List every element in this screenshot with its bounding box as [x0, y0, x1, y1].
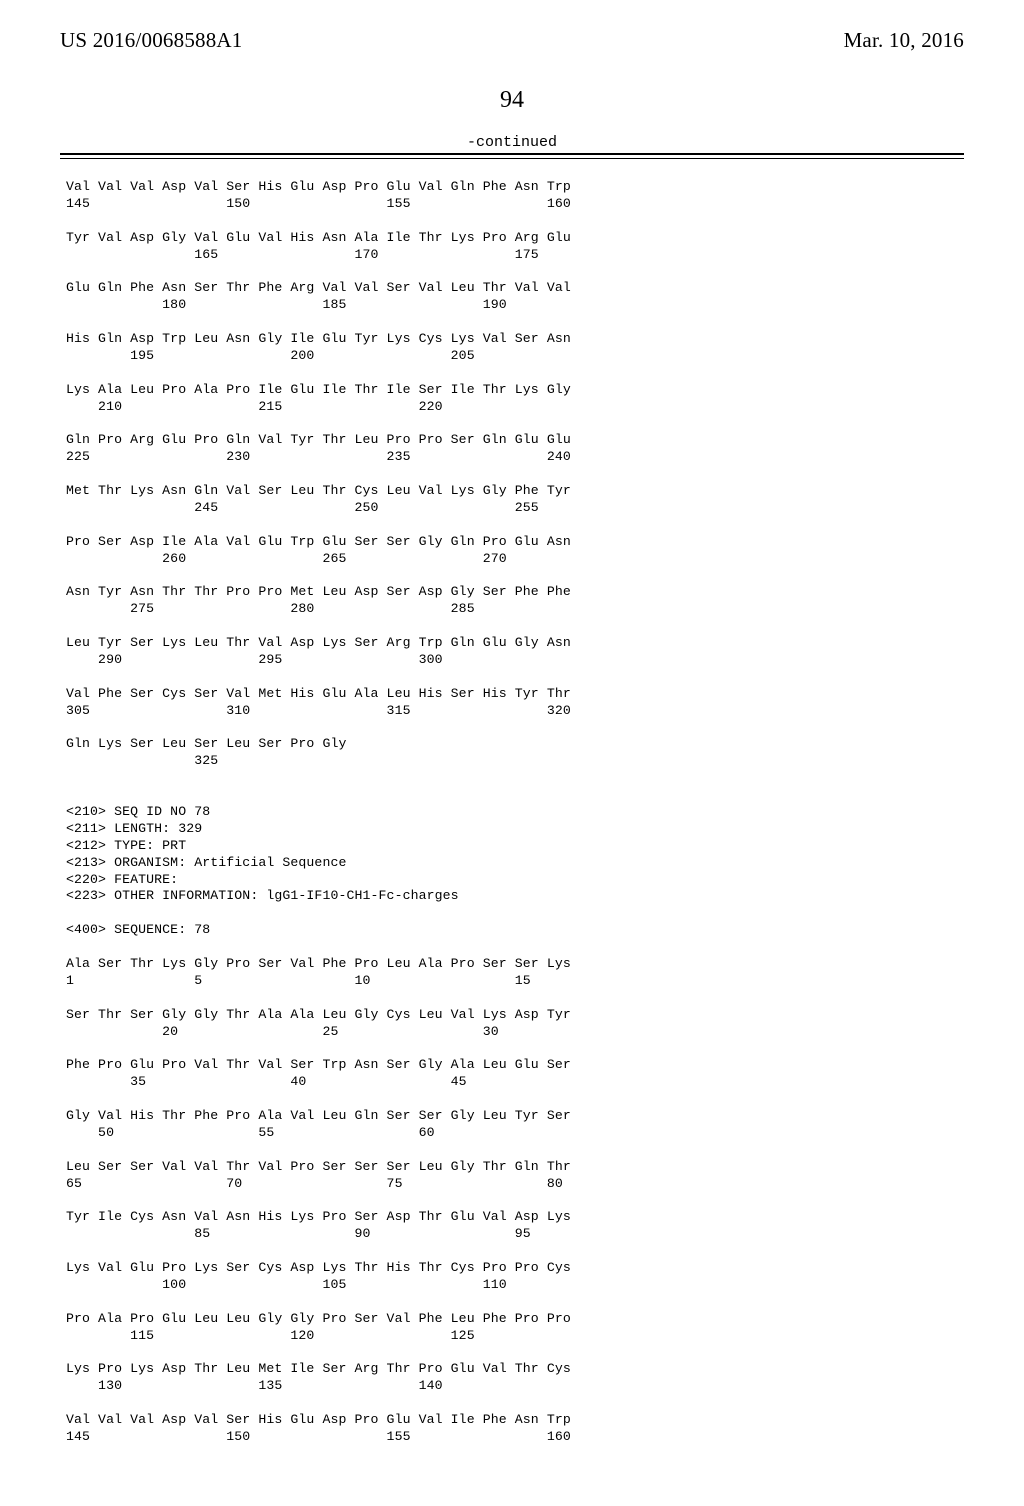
sequence-listing: Val Val Val Asp Val Ser His Glu Asp Pro …	[66, 179, 964, 1446]
rule-thick	[60, 153, 964, 155]
continued-label: -continued	[60, 134, 964, 151]
page-container: US 2016/0068588A1 Mar. 10, 2016 94 -cont…	[0, 0, 1024, 1506]
page-number: 94	[60, 87, 964, 114]
publication-date: Mar. 10, 2016	[844, 28, 964, 53]
publication-number: US 2016/0068588A1	[60, 28, 243, 53]
header-row: US 2016/0068588A1 Mar. 10, 2016	[60, 28, 964, 53]
rule-thin	[60, 158, 964, 159]
